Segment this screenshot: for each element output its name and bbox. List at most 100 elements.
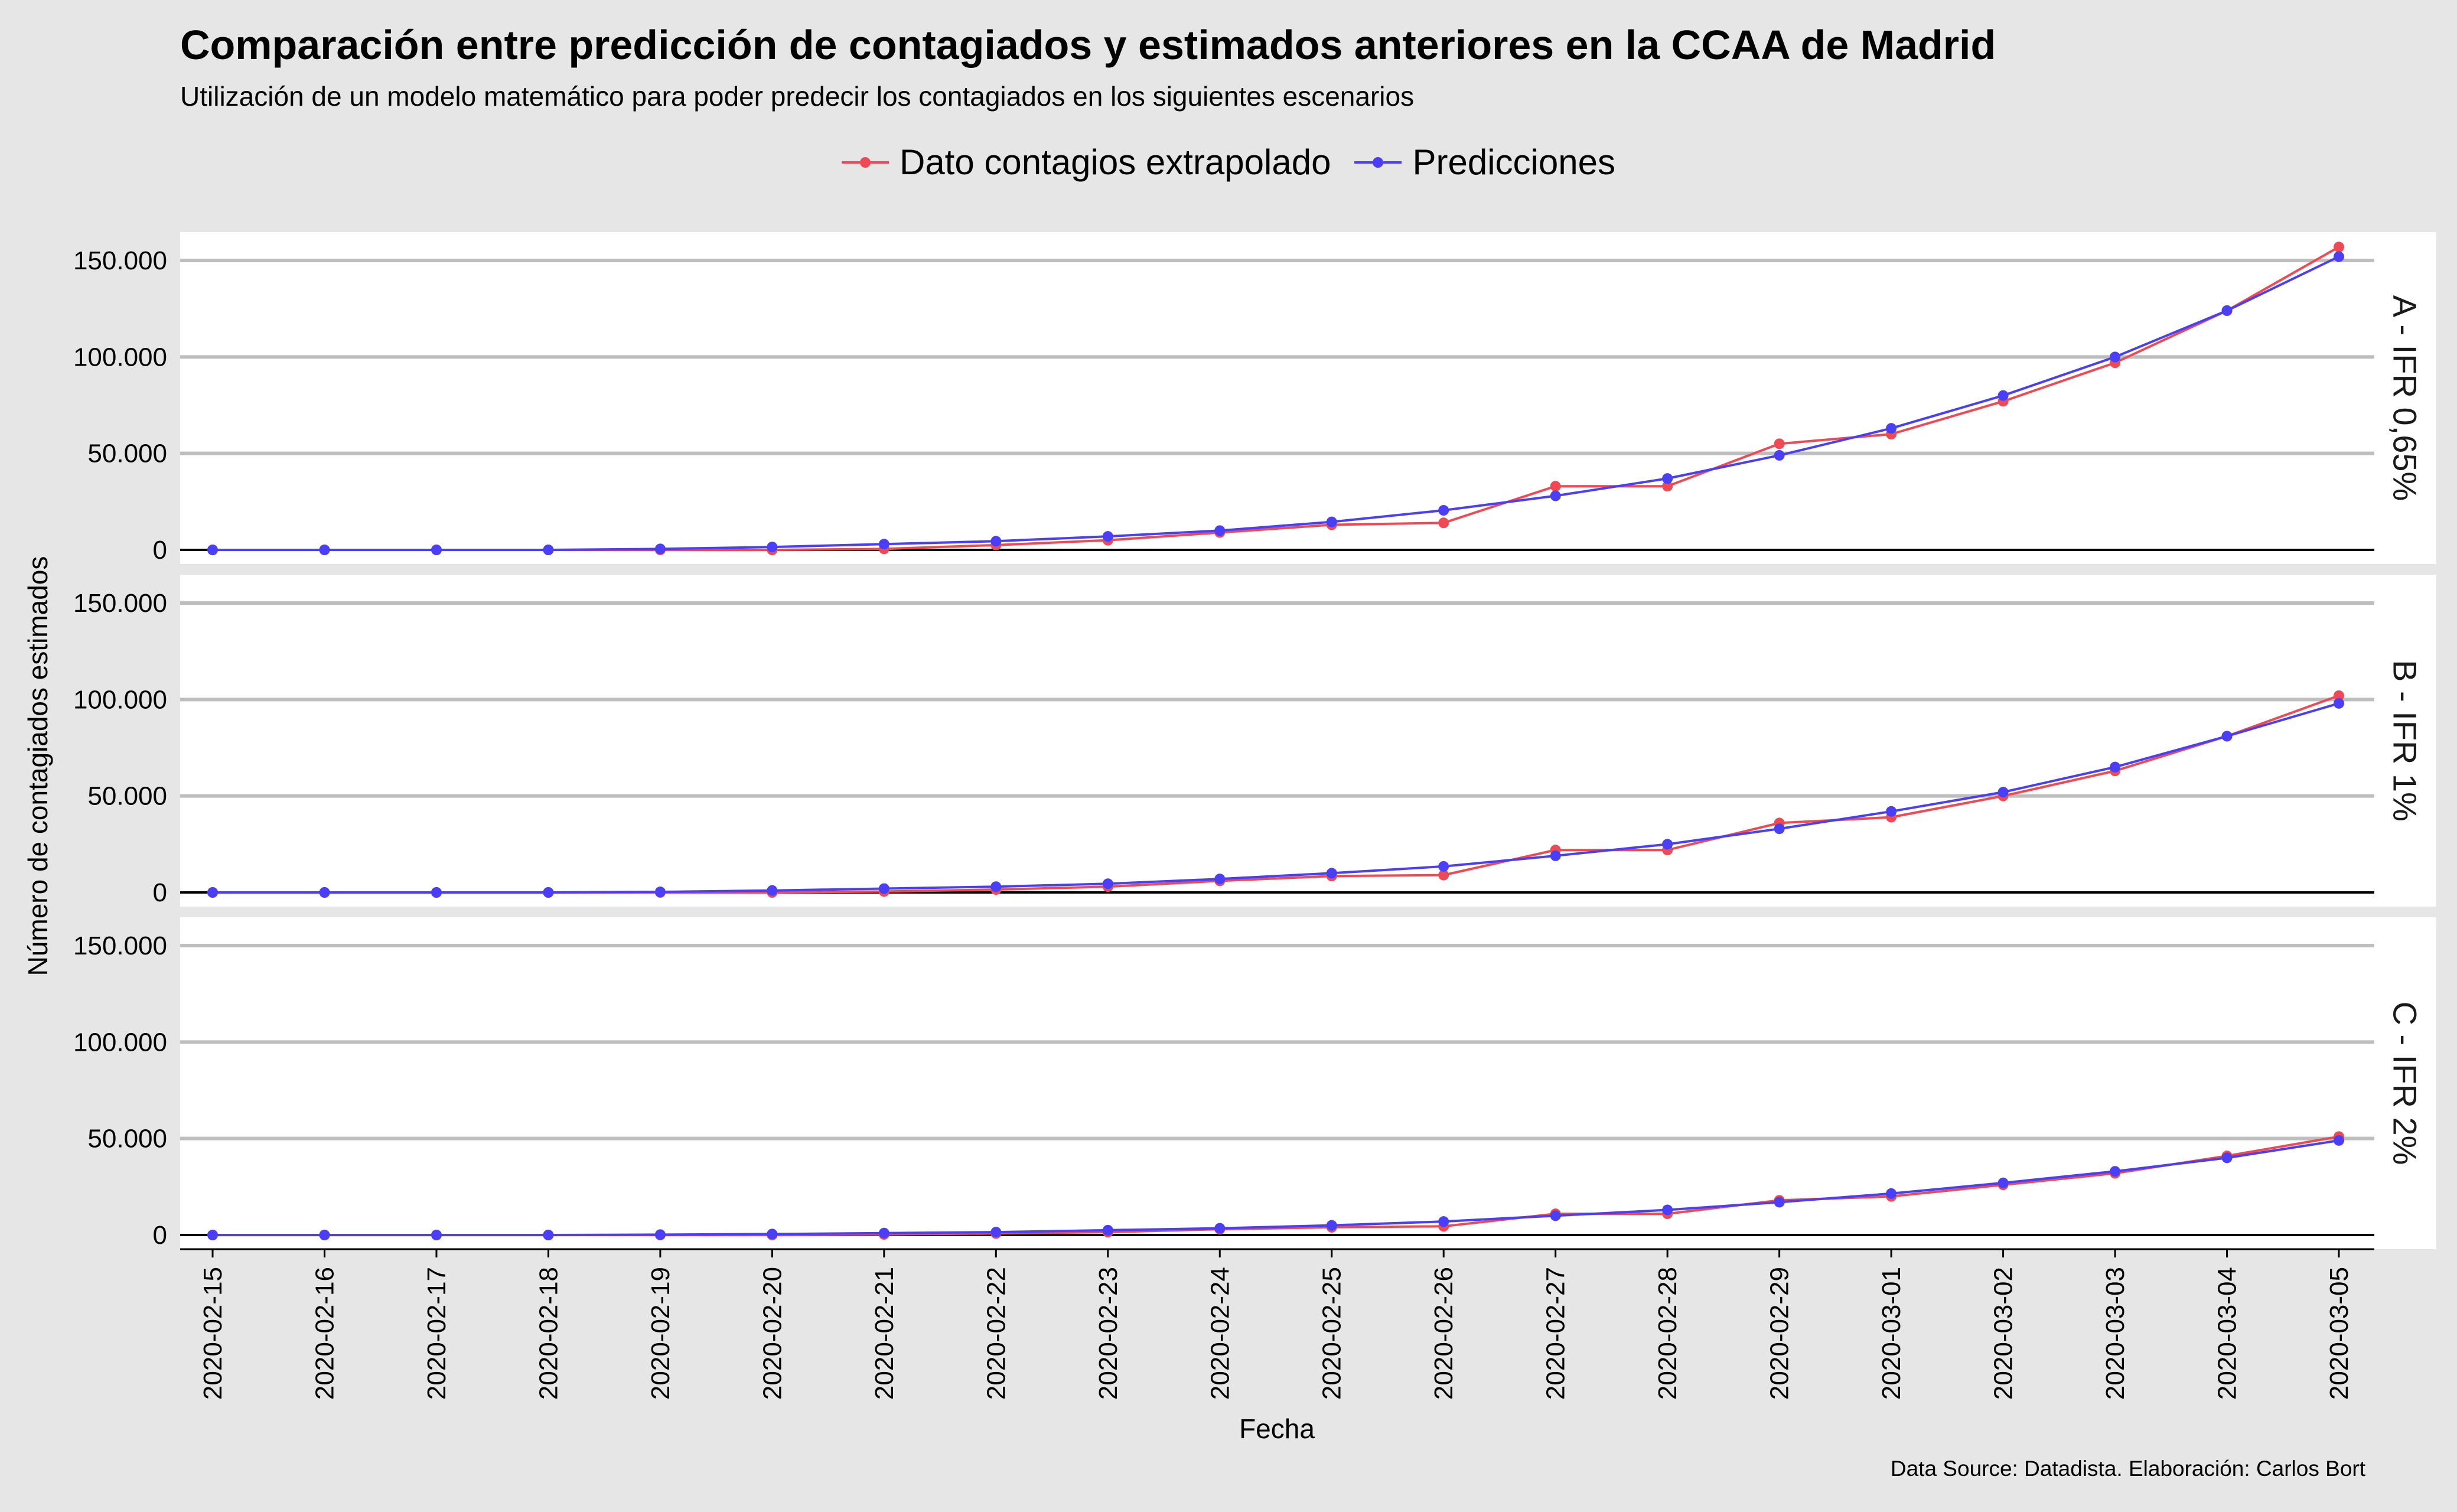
point-predicciones: [654, 543, 666, 555]
series-line-predicciones: [213, 255, 2339, 551]
x-tick-label: 2020-02-17: [422, 1267, 451, 1400]
series-line-predicciones: [213, 1139, 2339, 1236]
point-predicciones: [1438, 861, 1449, 872]
point-predicciones: [1326, 1220, 1337, 1231]
panel-strip: [2374, 917, 2436, 1249]
y-tick-label: 0: [153, 1221, 167, 1250]
panel-strip-label: C - IFR 2%: [2387, 1002, 2424, 1165]
panel-strip: [2374, 232, 2436, 564]
point-predicciones: [543, 887, 554, 898]
point-predicciones: [654, 1229, 666, 1240]
point-predicciones: [543, 545, 554, 555]
panel-background: [180, 232, 2374, 564]
point-extrapolado: [2334, 242, 2344, 253]
legend-label-predicciones: Predicciones: [1412, 142, 1615, 182]
point-predicciones: [767, 1228, 778, 1240]
point-predicciones: [1774, 1197, 1785, 1208]
x-tick-label: 2020-02-16: [310, 1267, 339, 1400]
point-predicciones: [543, 1230, 554, 1240]
y-tick-label: 100.000: [73, 343, 167, 372]
legend: Dato contagios extrapolado Predicciones: [0, 142, 2457, 183]
point-predicciones: [1662, 1204, 1673, 1216]
x-tick-label: 2020-02-26: [1429, 1267, 1458, 1400]
point-predicciones: [1102, 531, 1113, 542]
point-predicciones: [1774, 449, 1785, 461]
x-tick-label: 2020-03-04: [2213, 1267, 2242, 1400]
point-predicciones: [431, 887, 442, 898]
y-tick-label: 150.000: [73, 931, 167, 960]
point-predicciones: [1997, 390, 2009, 401]
point-extrapolado: [1438, 869, 1449, 881]
x-tick-label: 2020-02-23: [1094, 1267, 1123, 1400]
point-predicciones: [1214, 1223, 1226, 1234]
y-tick-label: 0: [153, 536, 167, 565]
chart-title: Comparación entre predicción de contagia…: [180, 22, 1996, 68]
panel-background: [180, 575, 2374, 907]
point-predicciones: [1102, 1224, 1113, 1236]
x-tick-label: 2020-02-18: [534, 1267, 563, 1400]
x-tick-label: 2020-02-28: [1653, 1267, 1682, 1400]
point-extrapolado: [1550, 481, 1561, 492]
x-tick-label: 2020-03-03: [2101, 1267, 2130, 1400]
point-predicciones: [2110, 1166, 2121, 1177]
legend-label-extrapolado: Dato contagios extrapolado: [899, 142, 1331, 182]
point-predicciones: [2221, 731, 2233, 742]
point-predicciones: [767, 542, 778, 553]
point-predicciones: [1774, 823, 1785, 835]
x-tick-label: 2020-02-22: [982, 1267, 1011, 1400]
point-predicciones: [1326, 516, 1337, 527]
point-predicciones: [767, 885, 778, 896]
point-predicciones: [878, 1227, 889, 1239]
point-predicciones: [431, 545, 442, 555]
x-tick-label: 2020-02-15: [198, 1267, 227, 1400]
x-tick-label: 2020-02-27: [1542, 1267, 1570, 1400]
y-tick-label: 50.000: [87, 782, 167, 811]
point-extrapolado: [1438, 517, 1449, 529]
legend-item-predicciones: Predicciones: [1354, 142, 1615, 183]
caption: Data Source: Datadista. Elaboración: Car…: [1890, 1456, 2365, 1481]
point-predicciones: [1550, 490, 1561, 501]
legend-key-predicciones: [1354, 157, 1402, 168]
point-predicciones: [2221, 305, 2233, 316]
point-predicciones: [2221, 1152, 2233, 1164]
x-tick-label: 2020-02-20: [758, 1267, 787, 1400]
point-predicciones: [2334, 698, 2344, 709]
y-axis-label: Número de contagiados estimados: [22, 556, 53, 976]
point-predicciones: [2110, 351, 2121, 363]
y-tick-label: 150.000: [73, 246, 167, 275]
point-predicciones: [207, 887, 218, 898]
point-predicciones: [431, 1230, 442, 1240]
x-tick-label: 2020-03-02: [1989, 1267, 2018, 1400]
point-predicciones: [2334, 1135, 2344, 1146]
x-tick-label: 2020-02-19: [646, 1267, 675, 1400]
point-predicciones: [1886, 423, 1897, 434]
point-predicciones: [990, 536, 1002, 547]
panel-strip-label: A - IFR 0,65%: [2387, 295, 2424, 501]
point-extrapolado: [1662, 481, 1673, 492]
point-predicciones: [319, 1230, 330, 1240]
legend-key-extrapolado: [841, 157, 889, 168]
point-predicciones: [990, 1227, 1002, 1238]
point-predicciones: [319, 545, 330, 555]
point-predicciones: [1438, 1216, 1449, 1227]
point-predicciones: [1997, 787, 2009, 798]
point-predicciones: [1214, 874, 1226, 885]
y-tick-label: 50.000: [87, 1125, 167, 1153]
point-predicciones: [1326, 868, 1337, 879]
point-predicciones: [2334, 251, 2344, 262]
point-predicciones: [878, 539, 889, 550]
point-predicciones: [1550, 850, 1561, 861]
y-tick-label: 0: [153, 878, 167, 907]
point-predicciones: [1662, 473, 1673, 484]
point-predicciones: [1438, 505, 1449, 516]
point-predicciones: [1886, 806, 1897, 817]
point-predicciones: [1997, 1177, 2009, 1188]
x-axis-label: Fecha: [1239, 1413, 1315, 1444]
point-extrapolado: [2334, 690, 2344, 701]
x-tick-label: 2020-02-25: [1318, 1267, 1347, 1400]
point-predicciones: [1102, 878, 1113, 889]
point-predicciones: [319, 887, 330, 898]
point-predicciones: [1550, 1210, 1561, 1221]
chart-subtitle: Utilización de un modelo matemático para…: [180, 81, 1415, 112]
